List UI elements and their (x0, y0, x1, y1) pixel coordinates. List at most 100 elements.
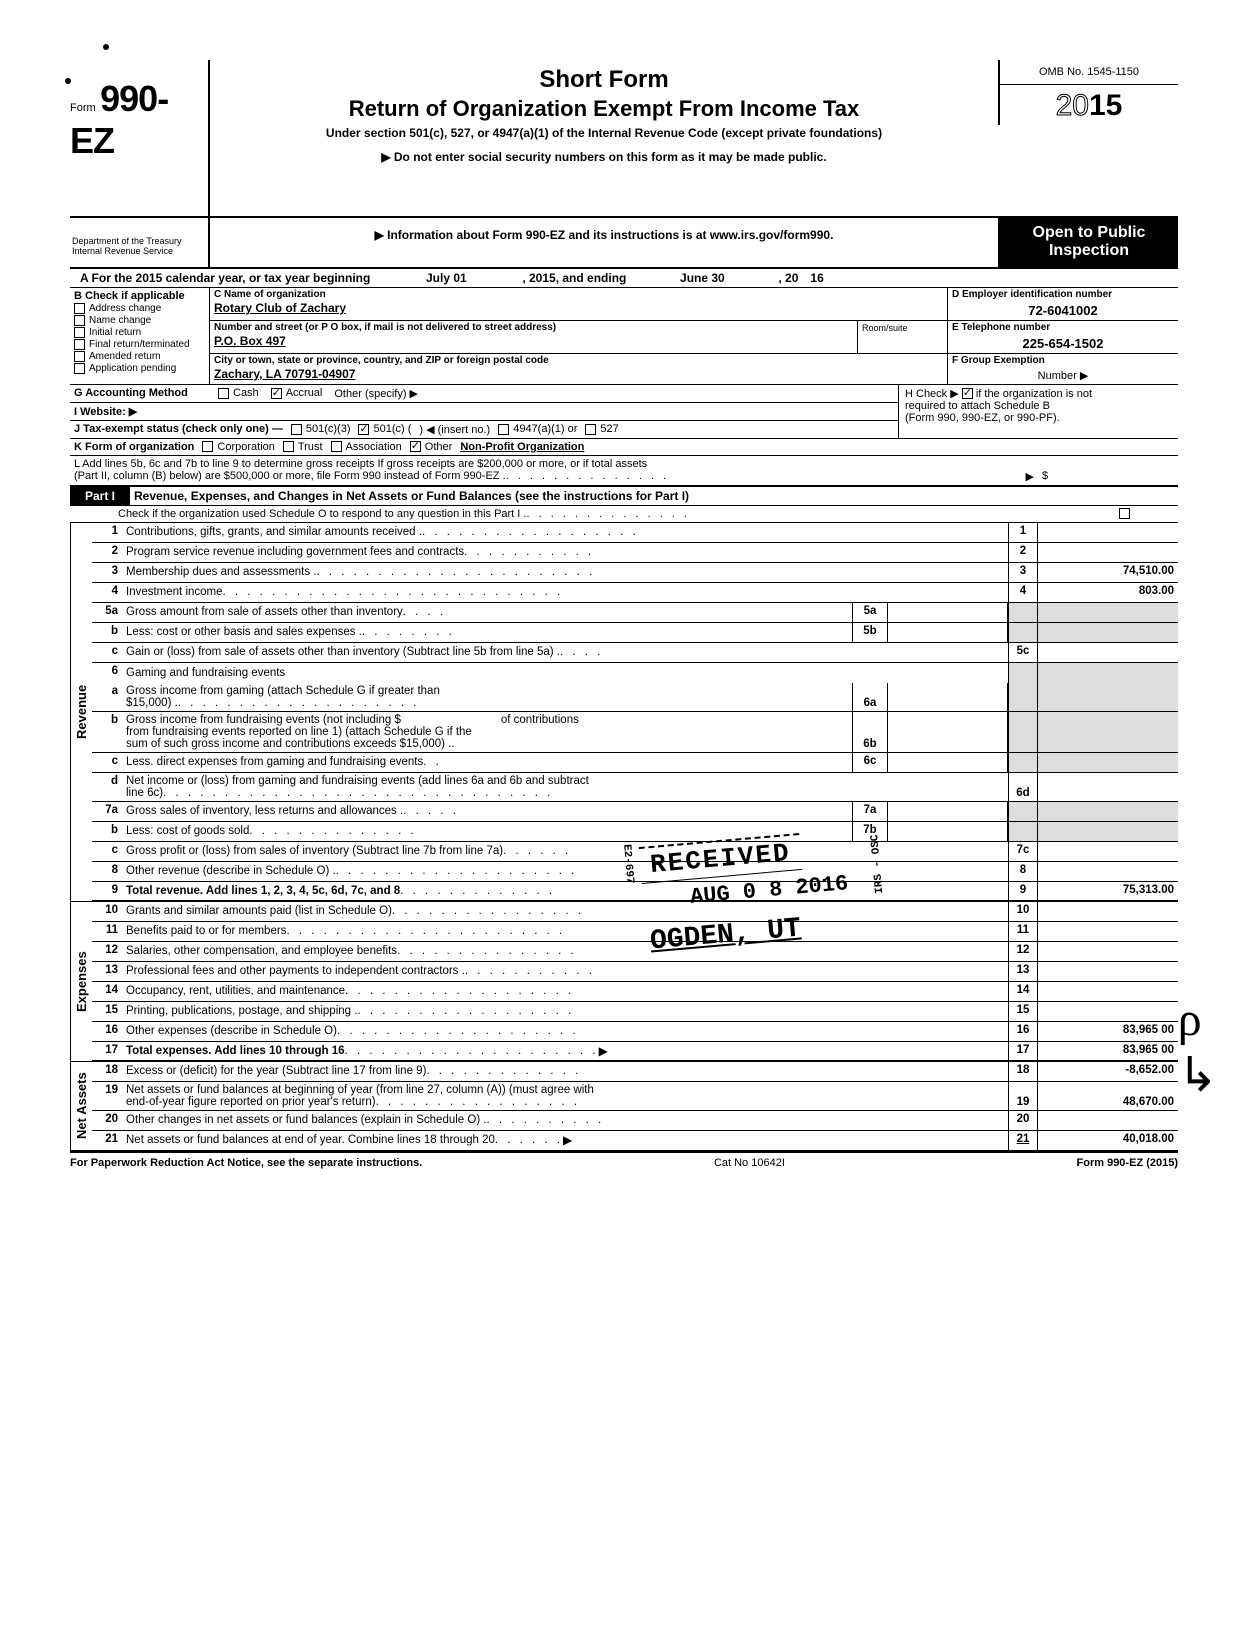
checkbox-501c3[interactable] (291, 424, 302, 435)
line-7a-text: Gross sales of inventory, less returns a… (126, 805, 403, 817)
label-application-pending: Application pending (89, 363, 176, 374)
checkbox-address-change[interactable] (74, 303, 85, 314)
row-k-label: K Form of organization (74, 441, 194, 453)
checkbox-schedule-o[interactable] (1119, 508, 1130, 519)
dots: . . . . . . . . . . . . . . . . . . . . (178, 697, 420, 709)
row-a-suffix: , 20 (772, 271, 804, 285)
line-num: 7a (92, 802, 122, 821)
line-2-value (1038, 543, 1178, 562)
checkbox-corporation[interactable] (202, 441, 213, 452)
dept-irs: Internal Revenue Service (72, 246, 206, 256)
line-15-text: Printing, publications, postage, and shi… (126, 1005, 357, 1017)
form-under: Under section 501(c), 527, or 4947(a)(1)… (220, 126, 988, 140)
line-num: 20 (92, 1111, 122, 1130)
checkbox-4947[interactable] (498, 424, 509, 435)
line-num: 2 (92, 543, 122, 562)
room-label: Room/suite (857, 321, 947, 353)
line-num: 8 (92, 862, 122, 881)
name-label: C Name of organization (210, 288, 947, 301)
dots: . . . . . . . . . . . (464, 546, 594, 558)
line-13-text: Professional fees and other payments to … (126, 965, 465, 977)
dots: . (451, 738, 457, 750)
label-other-method: Other (specify) ▶ (334, 387, 418, 400)
label-527: 527 (600, 423, 618, 435)
section-b-header: B Check if applicable (74, 290, 205, 302)
line-6c-text: Less. direct expenses from gaming and fu… (126, 756, 423, 768)
checkbox-trust[interactable] (283, 441, 294, 452)
label-501c3: 501(c)(3) (306, 423, 351, 435)
line-num: b (92, 623, 122, 642)
line-sub: 6c (852, 753, 888, 772)
line-20-value (1038, 1111, 1178, 1130)
line-num: 10 (92, 902, 122, 921)
footer-right: Form 990-EZ (2015) (1077, 1157, 1178, 1169)
dots: . . . . . . . . . . . . . . . . (392, 905, 584, 917)
checkbox-amended-return[interactable] (74, 351, 85, 362)
line-6b-subval (888, 712, 1008, 752)
label-accrual: Accrual (286, 387, 323, 399)
checkbox-schedule-b[interactable] (962, 388, 973, 399)
label-other-org: Other (425, 441, 453, 453)
dollar-sign: $ (1034, 470, 1174, 483)
addr-label: Number and street (or P O box, if mail i… (210, 321, 857, 334)
dots: . . . . (560, 646, 603, 658)
line-rnum: 1 (1008, 523, 1038, 542)
line-4-value: 803.00 (1038, 583, 1178, 602)
line-num: 9 (92, 882, 122, 900)
checkbox-final-return[interactable] (74, 339, 85, 350)
line-12-value (1038, 942, 1178, 961)
line-6c-subval (888, 753, 1008, 772)
line-21-value: 40,018.00 (1038, 1131, 1178, 1150)
part-1-label: Part I (70, 487, 130, 505)
line-rnum: 19 (1008, 1082, 1038, 1110)
row-l-line1: L Add lines 5b, 6c and 7b to line 9 to d… (74, 458, 1174, 470)
line-val-shade (1038, 623, 1178, 642)
line-val-shade (1038, 753, 1178, 772)
line-rnum-shade (1008, 753, 1038, 772)
line-num: 4 (92, 583, 122, 602)
org-address: P.O. Box 497 (210, 334, 857, 350)
checkbox-accrual[interactable] (271, 388, 282, 399)
checkbox-application-pending[interactable] (74, 363, 85, 374)
line-sub: 7a (852, 802, 888, 821)
line-sub: 5a (852, 603, 888, 622)
form-title: Short Form (220, 66, 988, 94)
line-9-value: 75,313.00 (1038, 882, 1178, 900)
ein-value: 72-6041002 (948, 301, 1178, 320)
line-1-value (1038, 523, 1178, 542)
dots: . . . . . . . . . . . . . . (506, 470, 1026, 483)
dept-treasury: Department of the Treasury (72, 236, 206, 246)
line-num: c (92, 643, 122, 662)
dept-row: Department of the Treasury Internal Reve… (70, 218, 1178, 269)
line-num: 18 (92, 1062, 122, 1081)
open-public-2: Inspection (1004, 242, 1174, 260)
line-num: 1 (92, 523, 122, 542)
footer-mid: Cat No 10642I (714, 1157, 785, 1169)
label-cash: Cash (233, 387, 259, 399)
line-num: a (92, 683, 122, 711)
row-g-label: G Accounting Method (74, 387, 206, 399)
checkbox-name-change[interactable] (74, 315, 85, 326)
checkbox-501c[interactable] (358, 424, 369, 435)
line-2-text: Program service revenue including govern… (126, 546, 464, 558)
line-6b-text3: sum of such gross income and contributio… (126, 738, 451, 750)
line-5b-subval (888, 623, 1008, 642)
checkbox-initial-return[interactable] (74, 327, 85, 338)
dots: . . . . . . . . . . . . . . (526, 508, 1119, 520)
line-5b-text: Less: cost or other basis and sales expe… (126, 626, 362, 638)
line-sub: 7b (852, 822, 888, 841)
checkbox-other-org[interactable] (410, 441, 421, 452)
dots: . . . . . . . . . . . . . . . . . . . . (337, 1025, 579, 1037)
dots: . . . . . . . . . . . . . . . . . . . . … (316, 566, 595, 578)
checkbox-cash[interactable] (218, 388, 229, 399)
form-header: Form 990-EZ Short Form Return of Organiz… (70, 60, 1178, 218)
ein-label: D Employer identification number (948, 288, 1178, 301)
dots: . . . . . . . . . . . . . . . . . . . . (336, 865, 578, 877)
line-19-value: 48,670.00 (1038, 1082, 1178, 1110)
line-num: 14 (92, 982, 122, 1001)
line-19-text2: end-of-year figure reported on prior yea… (126, 1096, 376, 1108)
line-sub: 6a (852, 683, 888, 711)
checkbox-association[interactable] (331, 441, 342, 452)
line-num: 5a (92, 603, 122, 622)
checkbox-527[interactable] (585, 424, 596, 435)
